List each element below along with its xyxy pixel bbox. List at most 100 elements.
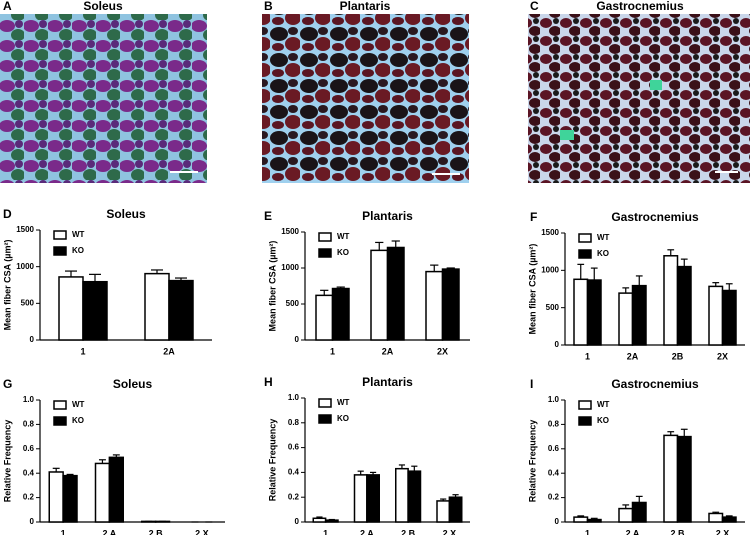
y-tick-label: 0 <box>30 517 35 526</box>
bar <box>663 255 679 346</box>
y-tick-label: 500 <box>546 303 560 312</box>
bar <box>425 270 444 341</box>
bar <box>676 265 692 346</box>
panel-title: Gastrocnemius <box>596 0 684 13</box>
bar <box>573 278 589 346</box>
legend-label: KO <box>72 416 84 425</box>
legend-label: KO <box>597 416 609 425</box>
panel-label: F <box>530 210 537 224</box>
legend-swatch <box>53 400 67 410</box>
bar <box>154 520 171 523</box>
bar <box>366 474 380 523</box>
x-tick-label: 2B <box>672 351 684 361</box>
legend-label: WT <box>337 398 350 407</box>
bar <box>353 474 368 523</box>
x-tick-label: 1 <box>323 528 328 535</box>
panel-label: G <box>3 377 12 391</box>
legend-label: KO <box>337 248 349 257</box>
legend-swatch <box>318 248 332 258</box>
y-tick-label: 500 <box>286 299 300 308</box>
bar <box>663 434 679 523</box>
legend-swatch <box>578 400 592 410</box>
y-tick-label: 0.2 <box>288 492 300 501</box>
y-tick-label: 1000 <box>541 265 559 274</box>
legend-swatch <box>53 416 67 426</box>
legend-label: KO <box>72 246 84 255</box>
bar <box>108 456 124 523</box>
legend-label: WT <box>72 230 85 239</box>
x-tick-label: 2 X <box>195 528 209 535</box>
bar <box>370 249 389 341</box>
y-tick-label: 0 <box>295 517 300 526</box>
chart-title: Plantaris <box>362 375 413 389</box>
legend-swatch <box>53 246 67 256</box>
y-tick-label: 0.8 <box>548 420 560 429</box>
y-axis-label: Relative Frequency <box>2 420 12 503</box>
panel-label: C <box>530 0 539 13</box>
micrograph <box>528 14 750 183</box>
legend-label: KO <box>337 414 349 423</box>
y-tick-label: 1.0 <box>548 395 560 404</box>
panel-label: H <box>264 375 273 389</box>
panel-title: Soleus <box>83 0 123 13</box>
bar <box>58 276 84 341</box>
panel-label: E <box>264 209 272 223</box>
y-tick-label: 0 <box>555 340 560 349</box>
bar <box>708 512 724 523</box>
chart-title: Plantaris <box>362 209 413 223</box>
bar <box>448 496 463 523</box>
y-tick-label: 0.8 <box>23 420 35 429</box>
y-tick-label: 0.4 <box>23 468 35 477</box>
y-tick-label: 1000 <box>281 263 299 272</box>
y-tick-label: 1500 <box>16 225 34 234</box>
y-tick-label: 0.6 <box>23 444 35 453</box>
x-tick-label: 1 <box>80 346 85 356</box>
y-tick-label: 0 <box>295 335 300 344</box>
bar <box>618 292 634 346</box>
legend-label: WT <box>72 400 85 409</box>
legend-swatch <box>318 398 332 408</box>
x-tick-label: 2 X <box>716 528 730 535</box>
y-axis-label: Mean fiber CSA (µm²) <box>527 244 537 335</box>
legend-label: WT <box>597 233 610 242</box>
x-tick-label: 2 A <box>360 528 374 535</box>
panel-title: Plantaris <box>340 0 391 13</box>
bar <box>441 268 460 341</box>
micrograph <box>262 14 469 183</box>
y-axis-label: Mean fiber CSA (µm²) <box>267 241 277 332</box>
bar <box>331 287 350 341</box>
fiber-highlight <box>650 80 662 90</box>
x-tick-label: 2 X <box>443 528 457 535</box>
panel-label: A <box>3 0 12 13</box>
y-tick-label: 0.6 <box>548 444 560 453</box>
chart-title: Gastrocnemius <box>611 210 699 224</box>
bar <box>708 285 724 346</box>
x-tick-label: 2X <box>717 351 728 361</box>
y-tick-label: 1.0 <box>288 393 300 402</box>
bar <box>631 284 647 346</box>
bar <box>312 517 327 523</box>
y-tick-label: 0.6 <box>288 443 300 452</box>
y-tick-label: 1000 <box>16 262 34 271</box>
y-tick-label: 0 <box>555 517 560 526</box>
x-tick-label: 1 <box>61 528 66 535</box>
legend-swatch <box>578 416 592 426</box>
bar <box>324 519 339 523</box>
y-tick-label: 1500 <box>541 228 559 237</box>
fiber-highlight <box>560 130 574 140</box>
bar <box>386 246 405 341</box>
x-tick-label: 2 B <box>149 528 164 535</box>
panel-label: D <box>3 207 12 221</box>
legend-label: KO <box>597 249 609 258</box>
bar <box>436 500 451 523</box>
chart-title: Soleus <box>106 207 146 221</box>
legend-swatch <box>578 233 592 243</box>
bar <box>721 516 737 523</box>
bar <box>395 467 409 523</box>
y-tick-label: 1.0 <box>23 395 35 404</box>
y-axis-label: Relative Frequency <box>527 420 537 503</box>
bar <box>144 272 170 341</box>
bar <box>315 294 334 341</box>
bar <box>676 435 692 523</box>
